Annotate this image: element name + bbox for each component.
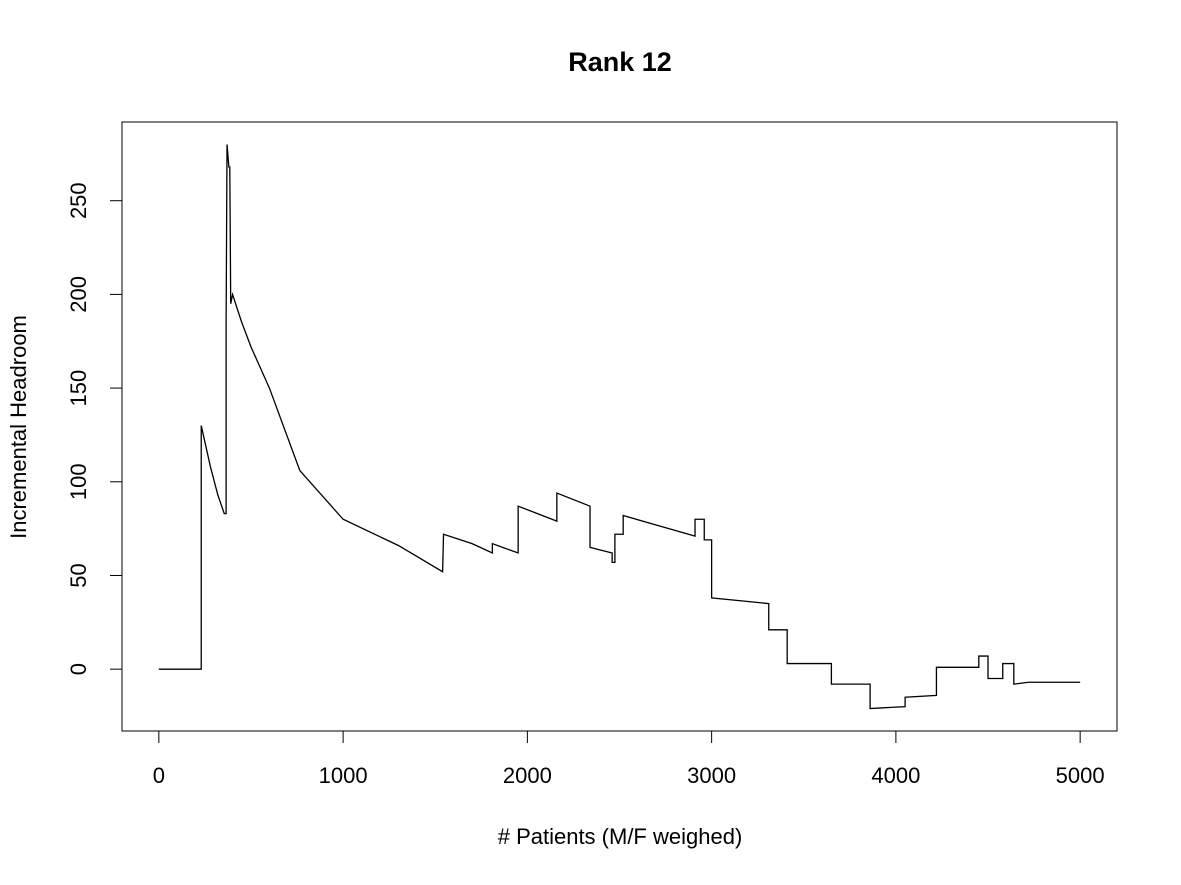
y-tick-label: 50 bbox=[66, 563, 91, 587]
x-tick-label: 2000 bbox=[503, 763, 552, 788]
y-tick-label: 150 bbox=[66, 370, 91, 407]
chart-title: Rank 12 bbox=[568, 47, 672, 77]
y-tick-label: 200 bbox=[66, 276, 91, 313]
data-line bbox=[158, 144, 1081, 710]
x-tick-label: 0 bbox=[153, 763, 165, 788]
x-tick-label: 5000 bbox=[1056, 763, 1105, 788]
x-tick-label: 4000 bbox=[871, 763, 920, 788]
y-axis-label: Incremental Headroom bbox=[6, 315, 31, 539]
y-tick-label: 100 bbox=[66, 463, 91, 500]
x-axis-label: # Patients (M/F weighed) bbox=[498, 824, 743, 849]
x-tick-label: 3000 bbox=[687, 763, 736, 788]
x-tick-label: 1000 bbox=[319, 763, 368, 788]
plot-box bbox=[121, 121, 1118, 732]
y-tick-label: 0 bbox=[66, 663, 91, 675]
y-tick-label: 250 bbox=[66, 182, 91, 219]
